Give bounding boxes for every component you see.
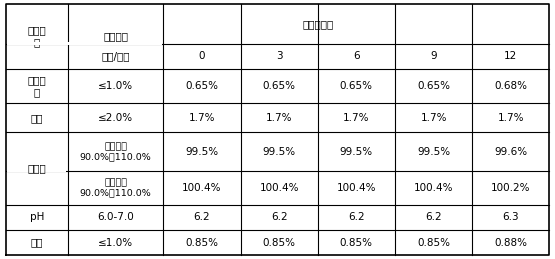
Text: 0.65%: 0.65% — [263, 81, 296, 91]
Text: 100.4%: 100.4% — [414, 183, 453, 193]
Text: 99.5%: 99.5% — [417, 147, 450, 157]
Text: 100.2%: 100.2% — [491, 183, 531, 193]
Text: 6.3: 6.3 — [502, 212, 519, 222]
Text: 0.88%: 0.88% — [495, 238, 527, 248]
Text: （低/高）: （低/高） — [102, 51, 130, 61]
Text: 6: 6 — [353, 51, 360, 61]
Text: 总杂: 总杂 — [31, 113, 43, 123]
Text: 限度要求: 限度要求 — [103, 31, 128, 41]
Text: 1.7%: 1.7% — [343, 113, 370, 123]
Text: 6.2: 6.2 — [271, 212, 287, 222]
Text: 100.4%: 100.4% — [259, 183, 299, 193]
Text: 哌拉西林
90.0%～110.0%: 哌拉西林 90.0%～110.0% — [80, 142, 152, 161]
Text: 9: 9 — [430, 51, 437, 61]
Text: 0.65%: 0.65% — [340, 81, 373, 91]
Text: 12: 12 — [504, 51, 517, 61]
Text: 时间（月）: 时间（月） — [302, 19, 334, 29]
Text: 3: 3 — [276, 51, 282, 61]
Text: 考察项
目: 考察项 目 — [27, 26, 46, 47]
Text: 99.6%: 99.6% — [495, 147, 527, 157]
Text: 0.85%: 0.85% — [185, 238, 219, 248]
Text: ≤1.0%: ≤1.0% — [98, 81, 133, 91]
Text: 100.4%: 100.4% — [182, 183, 221, 193]
Text: 6.0-7.0: 6.0-7.0 — [97, 212, 134, 222]
Text: 0.85%: 0.85% — [417, 238, 450, 248]
Text: 1.7%: 1.7% — [498, 113, 524, 123]
Text: 0.68%: 0.68% — [495, 81, 527, 91]
Text: 0.65%: 0.65% — [417, 81, 450, 91]
Text: 6.2: 6.2 — [425, 212, 442, 222]
Text: 99.5%: 99.5% — [263, 147, 296, 157]
Text: 最大单
杂: 最大单 杂 — [27, 75, 46, 97]
Text: 1.7%: 1.7% — [420, 113, 447, 123]
Text: 6.2: 6.2 — [194, 212, 210, 222]
Text: 他唑巴坦
90.0%～110.0%: 他唑巴坦 90.0%～110.0% — [80, 178, 152, 198]
Text: 0.85%: 0.85% — [340, 238, 373, 248]
Text: 标示量: 标示量 — [27, 164, 46, 174]
Text: ≤1.0%: ≤1.0% — [98, 238, 133, 248]
Text: 0.65%: 0.65% — [185, 81, 219, 91]
Text: 0.85%: 0.85% — [263, 238, 296, 248]
Text: 99.5%: 99.5% — [340, 147, 373, 157]
Text: 水分: 水分 — [31, 238, 43, 248]
Text: ≤2.0%: ≤2.0% — [98, 113, 133, 123]
Text: 99.5%: 99.5% — [185, 147, 219, 157]
Bar — [7, 42, 162, 45]
Text: 6.2: 6.2 — [348, 212, 365, 222]
Bar — [7, 169, 67, 172]
Text: 1.7%: 1.7% — [266, 113, 292, 123]
Text: 1.7%: 1.7% — [189, 113, 215, 123]
Text: 100.4%: 100.4% — [337, 183, 376, 193]
Text: 0: 0 — [199, 51, 205, 61]
Text: pH: pH — [29, 212, 44, 222]
